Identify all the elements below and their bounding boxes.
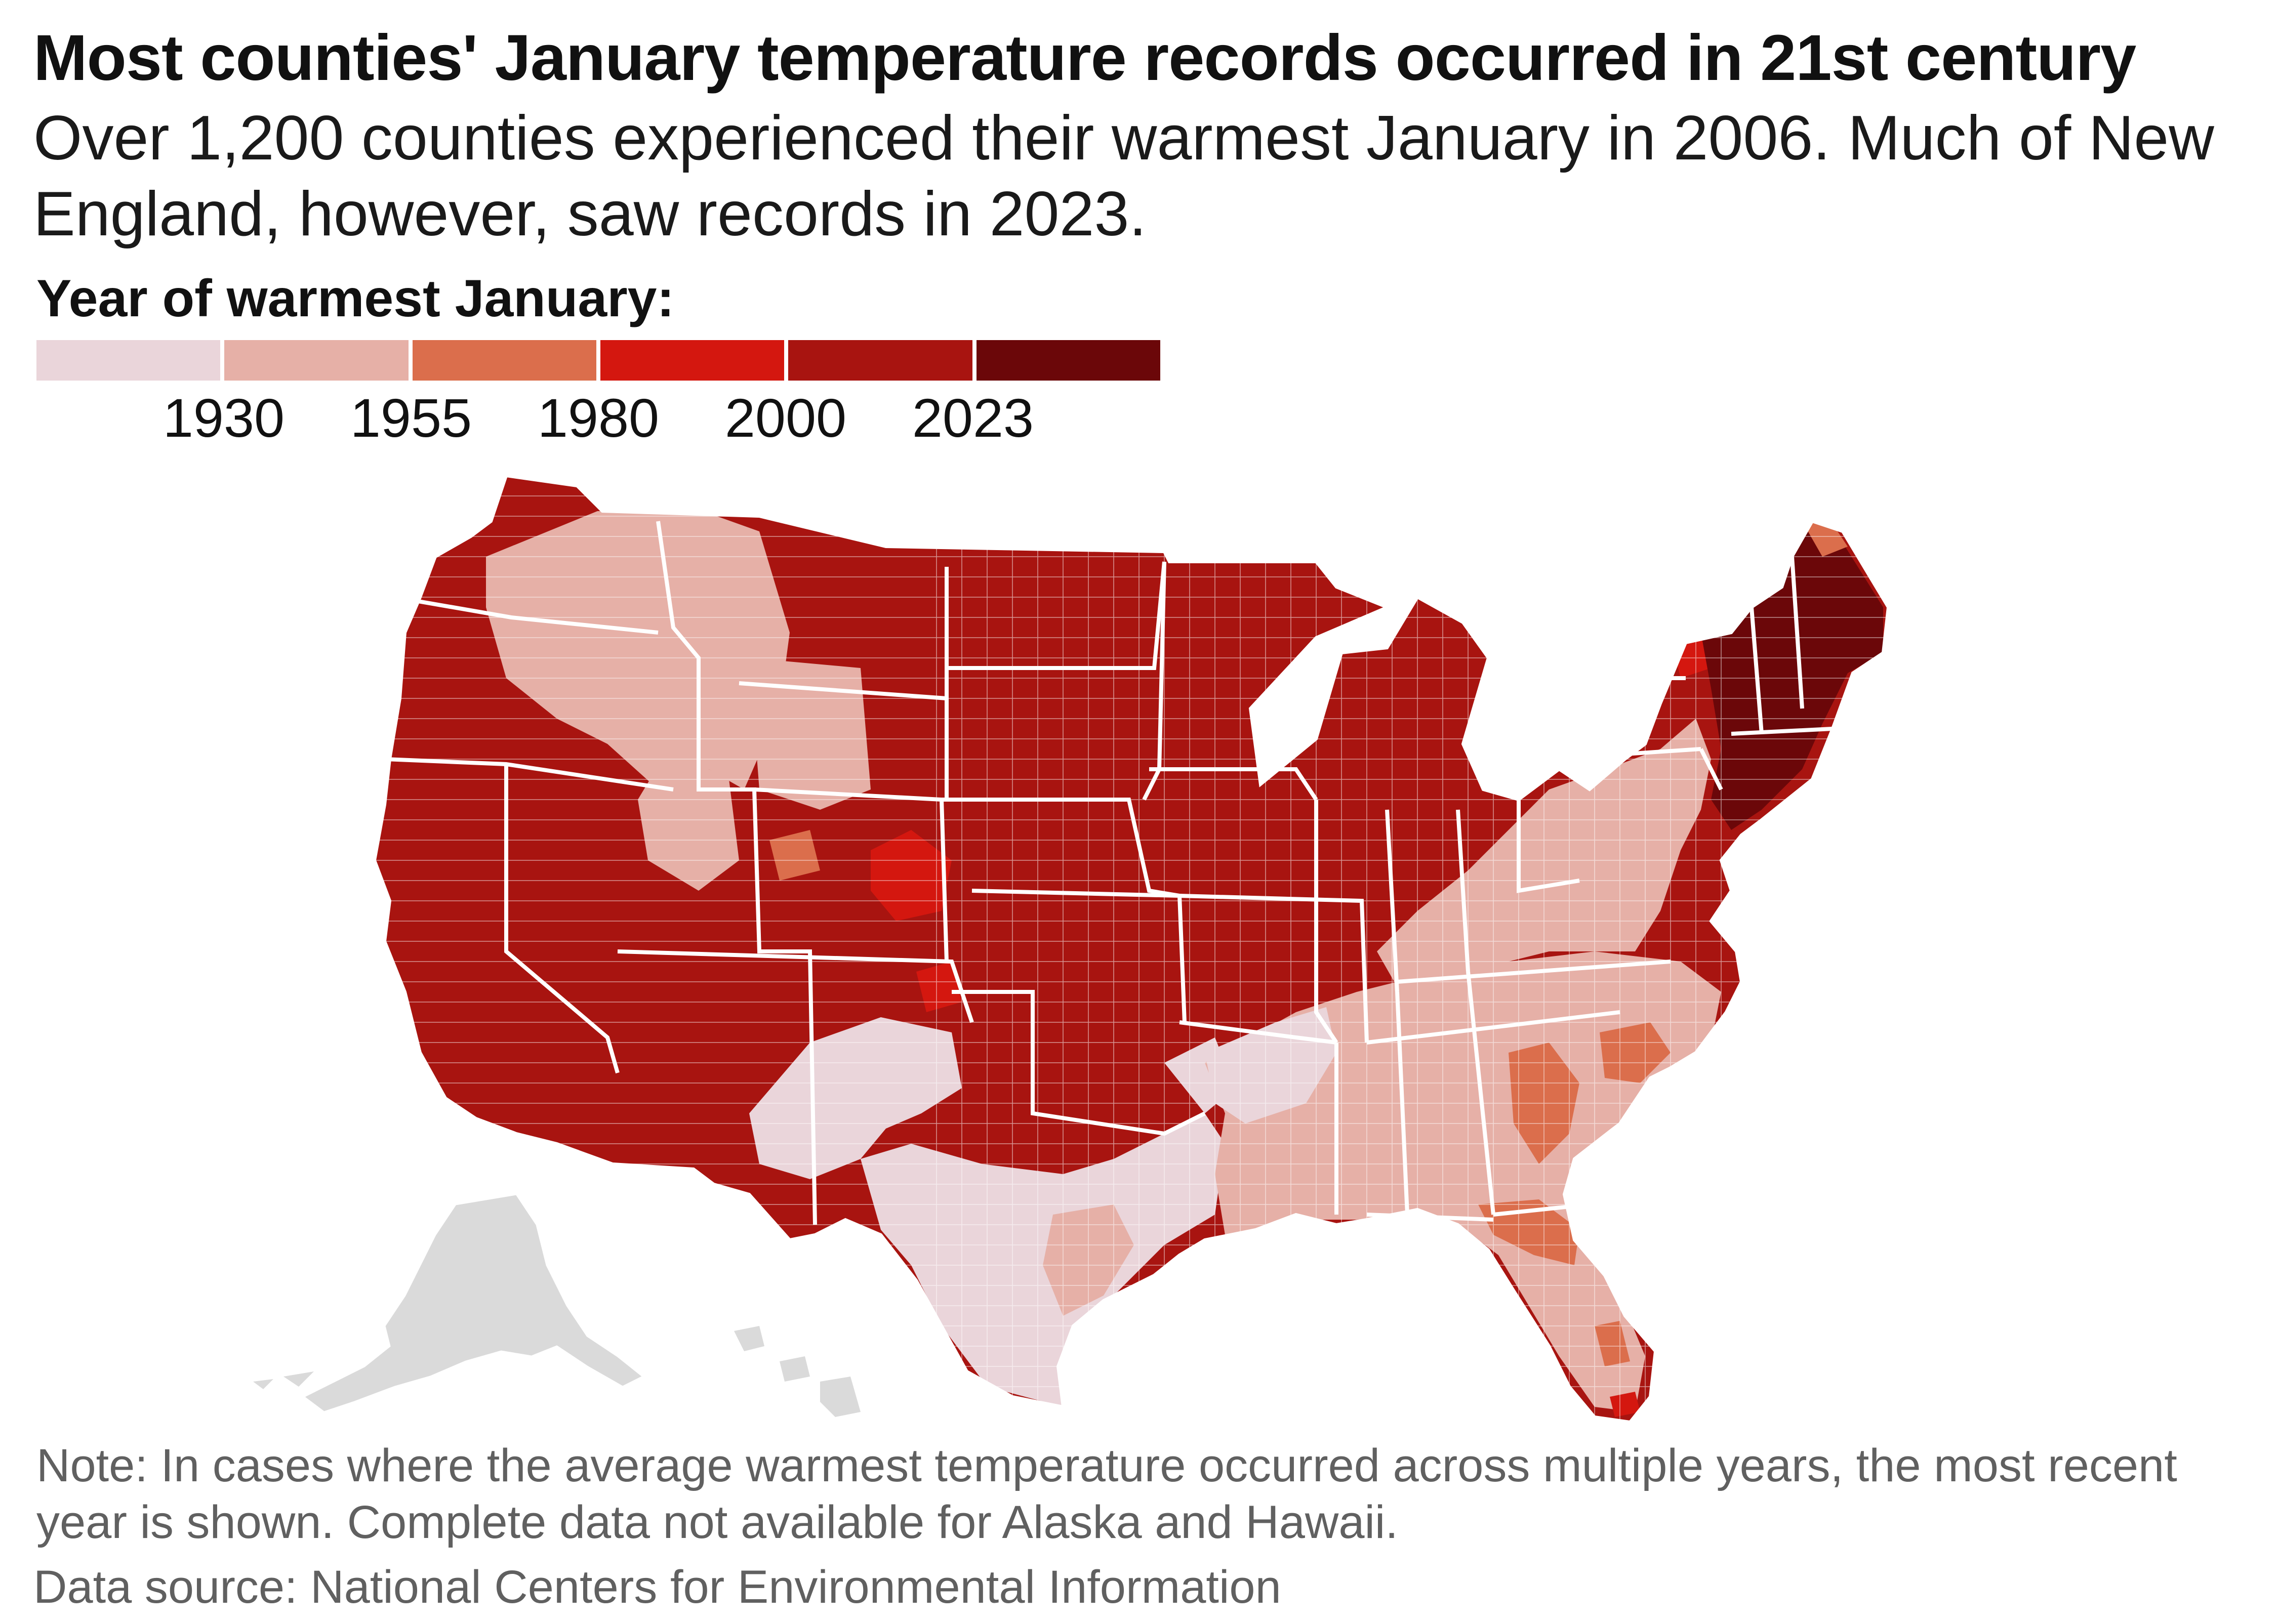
legend-tick-1980: 1980 xyxy=(537,387,660,448)
legend-swatch-6 xyxy=(976,340,1160,381)
legend-swatch-5 xyxy=(788,340,977,381)
legend-tick-1955: 1955 xyxy=(350,387,472,448)
legend-tick-2000: 2000 xyxy=(724,387,847,448)
alaska-hawaii-no-data xyxy=(253,1193,861,1417)
chart-subtitle: Over 1,200 counties experienced their wa… xyxy=(33,103,2214,249)
footnote: Note: In cases where the average warmest… xyxy=(36,1440,2177,1548)
legend-tick-1930: 1930 xyxy=(162,387,285,448)
legend-tick-2023: 2023 xyxy=(912,387,1034,448)
data-source: Data source: National Centers for Enviro… xyxy=(33,1561,1281,1613)
conus-outline xyxy=(373,474,1890,1424)
legend-swatch-3 xyxy=(412,340,600,381)
legend-title: Year of warmest January: xyxy=(36,269,675,328)
legend-swatch-4 xyxy=(600,340,789,381)
legend-color-scale xyxy=(36,340,1160,381)
legend-swatch-2 xyxy=(224,340,413,381)
chart-title: Most counties' January temperature recor… xyxy=(33,22,2136,94)
legend-swatch-1 xyxy=(36,340,225,381)
